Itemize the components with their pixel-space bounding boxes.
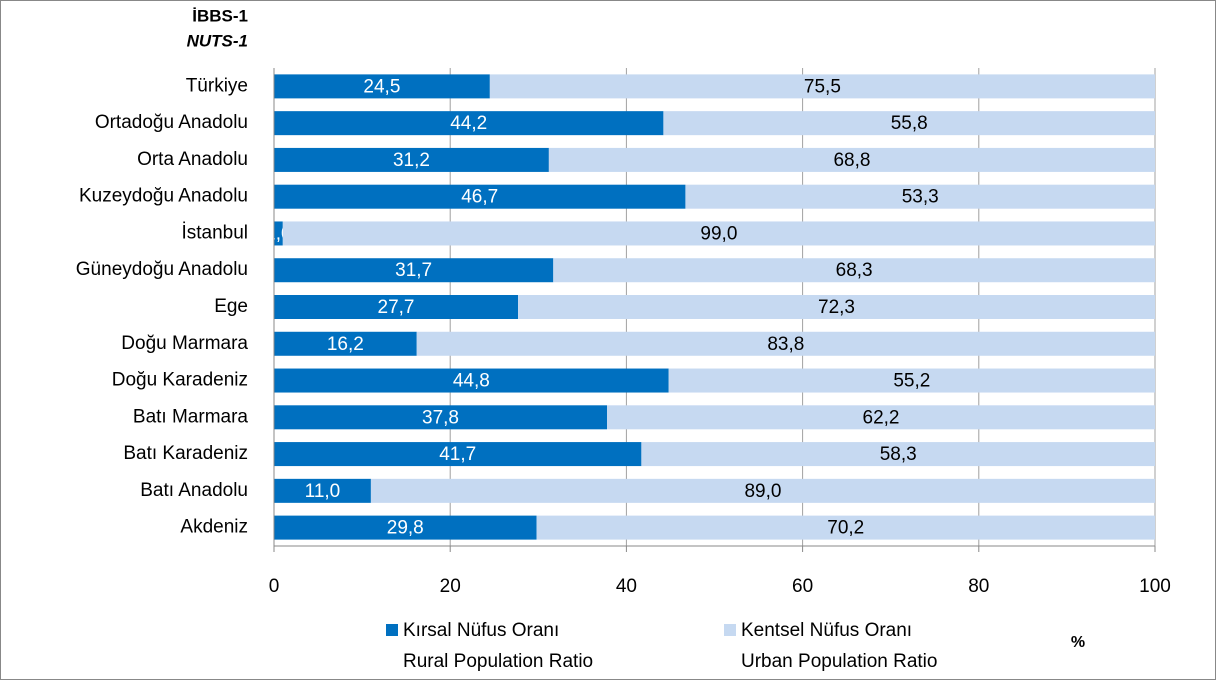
y-tick-label: Batı Marmara	[133, 406, 249, 427]
x-tick-label: 20	[440, 576, 461, 597]
y-axis-subtitle: NUTS-1	[187, 31, 248, 50]
bar-segment	[274, 111, 664, 136]
bar-segment	[548, 147, 1155, 172]
data-label: 68,3	[836, 260, 873, 281]
data-label: 58,3	[880, 444, 917, 465]
bar-segment	[536, 515, 1155, 540]
y-tick-label: Doğu Marmara	[121, 333, 248, 354]
bar-segment	[274, 184, 686, 209]
legend-label: Kentsel Nüfus Oranı	[741, 620, 912, 641]
data-label: 16,2	[327, 334, 364, 355]
y-tick-label: Batı Anadolu	[140, 480, 248, 501]
data-label: 99,0	[700, 223, 737, 244]
data-label: 68,8	[833, 150, 870, 171]
legend-label: Rural Population Ratio	[403, 651, 593, 672]
data-label: 29,8	[387, 518, 424, 539]
x-tick-label: 80	[968, 576, 989, 597]
data-label: 41,7	[439, 444, 476, 465]
data-label: 31,7	[395, 260, 432, 281]
x-tick-label: 60	[792, 576, 813, 597]
data-label: 46,7	[461, 187, 498, 208]
data-label: 55,8	[891, 113, 928, 134]
bar-segment	[668, 368, 1155, 393]
bar-segment	[607, 405, 1155, 430]
bar-segment	[274, 147, 549, 172]
bar-segment	[553, 258, 1155, 283]
data-label: 53,3	[902, 187, 939, 208]
data-label: 75,5	[804, 76, 841, 97]
data-label: 83,8	[767, 334, 804, 355]
data-label: 24,5	[363, 76, 400, 97]
bar-segment	[416, 331, 1155, 356]
bar-segment	[518, 295, 1155, 319]
y-tick-label: İstanbul	[181, 222, 248, 243]
y-tick-label: Orta Anadolu	[137, 149, 248, 170]
bar-segment	[274, 295, 519, 319]
y-axis-title: İBBS-1	[192, 6, 248, 25]
data-label: 44,2	[450, 113, 487, 134]
data-label: 70,2	[827, 518, 864, 539]
bar-segment	[663, 111, 1155, 136]
y-tick-label: Doğu Karadeniz	[112, 370, 248, 391]
bar-segment	[274, 442, 642, 467]
y-tick-label: Akdeniz	[180, 517, 248, 538]
bar-segment	[274, 74, 490, 99]
data-label: 62,2	[863, 407, 900, 428]
data-label: 27,7	[378, 297, 415, 318]
bar-segment	[274, 478, 371, 503]
x-tick-label: 40	[616, 576, 637, 597]
bar-segment	[274, 258, 554, 283]
legend-swatch	[724, 624, 736, 636]
y-tick-label: Batı Karadeniz	[123, 443, 248, 464]
y-tick-label: Türkiye	[186, 75, 248, 96]
bar-segment	[489, 74, 1156, 99]
x-tick-label: 100	[1139, 576, 1171, 597]
legend-swatch	[386, 624, 398, 636]
bar-segment	[370, 478, 1155, 503]
data-label: 89,0	[744, 481, 781, 502]
data-label: 31,2	[393, 150, 430, 171]
legend-label: Urban Population Ratio	[741, 651, 937, 672]
y-tick-label: Ege	[214, 296, 248, 317]
data-label: 55,2	[893, 371, 930, 392]
bar-segment	[274, 331, 417, 356]
y-tick-label: Kuzeydoğu Anadolu	[79, 186, 248, 207]
bar-segment	[274, 368, 669, 393]
bar-segment	[274, 405, 608, 430]
x-axis-label: %	[1071, 634, 1085, 651]
y-tick-label: Güneydoğu Anadolu	[76, 259, 248, 280]
bar-segment	[641, 442, 1155, 467]
y-tick-label: Ortadoğu Anadolu	[95, 112, 248, 133]
bar-segment	[274, 221, 283, 246]
legend-label: Kırsal Nüfus Oranı	[403, 620, 559, 641]
data-label: 72,3	[818, 297, 855, 318]
bar-segment	[274, 515, 537, 540]
x-tick-label: 0	[269, 576, 280, 597]
bar-segment	[685, 184, 1155, 209]
data-label: 37,8	[422, 407, 459, 428]
data-label: 11,0	[305, 481, 341, 502]
data-label: 44,8	[453, 371, 490, 392]
bar-segment	[282, 221, 1155, 246]
